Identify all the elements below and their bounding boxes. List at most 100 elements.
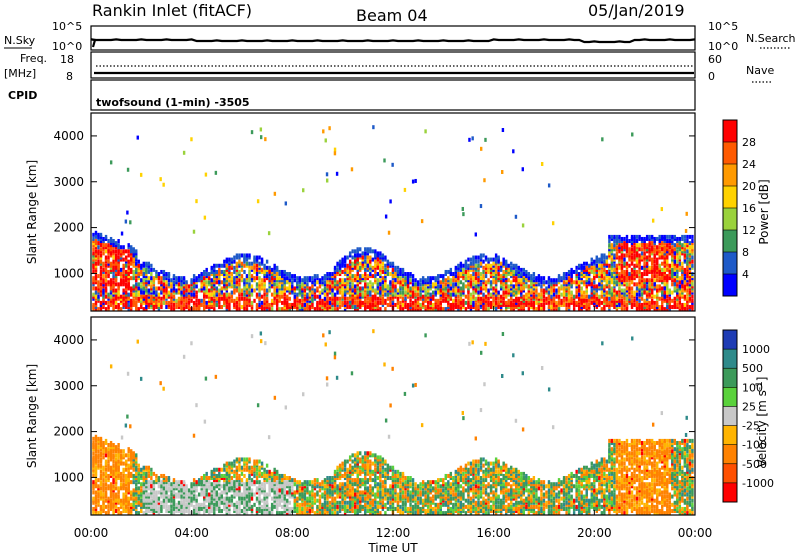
velocity-cell	[99, 492, 103, 497]
power-cell	[359, 294, 362, 299]
power-cell	[223, 269, 226, 274]
power-cell	[457, 305, 460, 310]
power-cell	[479, 204, 483, 209]
power-cell	[195, 298, 198, 303]
velocity-cell	[122, 509, 125, 514]
power-cell	[200, 286, 203, 291]
power-cell	[580, 296, 583, 301]
power-cell	[557, 276, 561, 281]
power-cell	[376, 265, 380, 270]
power-cell	[341, 278, 344, 283]
power-cell	[283, 269, 286, 274]
power-cell	[394, 284, 397, 289]
power-cell	[678, 276, 682, 281]
power-cell	[442, 278, 445, 283]
power-cell	[326, 290, 329, 295]
power-cell	[628, 276, 631, 281]
power-cell	[683, 272, 687, 277]
power-cell	[205, 267, 208, 272]
power-cell	[374, 249, 377, 254]
velocity-cell	[145, 465, 148, 470]
power-cell	[114, 300, 118, 305]
power-cell	[608, 267, 611, 272]
power-cell	[94, 249, 98, 254]
power-cell	[321, 282, 324, 287]
power-cell	[666, 253, 669, 258]
power-cell	[258, 292, 261, 297]
power-cell	[648, 307, 651, 312]
power-cell	[454, 288, 458, 293]
power-cell	[245, 261, 249, 266]
power-cell	[391, 284, 395, 289]
power-cell	[379, 265, 382, 270]
power-cell	[588, 302, 591, 307]
power-cell	[205, 272, 208, 277]
power-cell	[655, 249, 659, 254]
power-cell	[142, 274, 145, 279]
power-cell	[243, 269, 246, 274]
velocity-cell	[215, 490, 218, 495]
power-cell	[580, 278, 583, 283]
power-cell	[613, 245, 616, 250]
power-cell	[469, 302, 473, 307]
velocity-cell	[102, 500, 105, 505]
velocity-cell	[117, 465, 120, 470]
power-cell	[202, 288, 206, 293]
power-cell	[200, 298, 203, 303]
power-cell	[155, 294, 158, 299]
power-cell	[472, 302, 475, 307]
velocity-cell	[167, 482, 171, 487]
power-cell	[180, 290, 183, 295]
power-cell	[454, 278, 458, 283]
power-cell	[127, 249, 130, 254]
velocity-cell	[124, 453, 128, 458]
power-cell	[676, 278, 679, 283]
power-cell	[145, 274, 148, 279]
power-cell	[595, 257, 598, 262]
velocity-cell	[135, 476, 138, 481]
power-cell	[130, 267, 133, 272]
power-cell	[595, 292, 598, 297]
velocity-cell	[140, 473, 143, 478]
power-cell	[464, 294, 468, 299]
power-cell	[326, 302, 329, 307]
velocity-cell	[127, 502, 130, 507]
power-cell	[449, 286, 453, 291]
power-cell	[223, 276, 226, 281]
power-cell	[424, 296, 427, 301]
power-cell	[638, 307, 641, 312]
velocity-cell	[155, 500, 158, 505]
power-cell	[225, 263, 229, 268]
velocity-cell	[104, 440, 108, 445]
power-cell	[278, 290, 281, 295]
power-cell	[366, 300, 369, 305]
power-cell	[92, 255, 95, 260]
power-cell	[92, 292, 95, 297]
power-cell	[467, 278, 470, 283]
velocity-cell	[165, 478, 168, 483]
velocity-cell	[132, 490, 135, 495]
power-cell	[655, 274, 659, 279]
power-cell	[243, 302, 246, 307]
power-cell	[286, 294, 289, 299]
velocity-cell	[205, 488, 208, 493]
power-cell	[104, 294, 108, 299]
power-cell	[635, 288, 639, 293]
freq-panel: Freq. [MHz] 18 8 60 0 Nave	[4, 51, 774, 83]
power-cell	[522, 280, 526, 285]
power-cell	[540, 161, 544, 166]
power-cell	[499, 284, 503, 289]
power-cell	[104, 300, 108, 305]
power-cell	[361, 276, 364, 281]
velocity-cell	[97, 445, 100, 450]
velocity-cell	[205, 498, 208, 503]
power-cell	[494, 261, 498, 266]
power-cell	[283, 282, 286, 287]
power-cell	[489, 292, 493, 297]
velocity-cell	[107, 486, 110, 491]
power-cell	[308, 307, 312, 312]
velocity-cell	[102, 451, 105, 456]
power-cell	[640, 278, 644, 283]
power-cell	[676, 259, 679, 264]
power-cell	[666, 282, 669, 287]
